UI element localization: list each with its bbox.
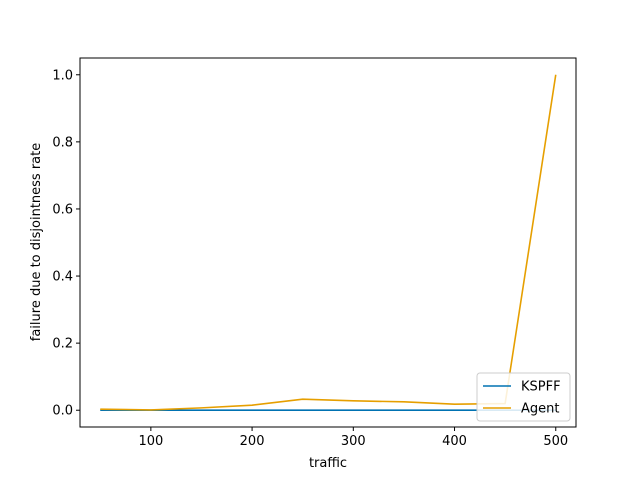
x-tick-label: 400 (442, 434, 467, 449)
y-tick-label: 1.0 (52, 68, 73, 83)
x-tick-label: 100 (138, 434, 163, 449)
legend: KSPFF Agent (476, 372, 571, 422)
y-axis: 0.0 0.2 0.4 0.6 0.8 1.0 (52, 68, 80, 419)
plot-frame (79, 57, 577, 428)
x-axis-label: traffic (309, 456, 347, 471)
y-tick-label: 0.6 (52, 202, 73, 217)
x-tick-label: 500 (543, 434, 568, 449)
series-line-agent (100, 74, 557, 411)
legend-label-kspff: KSPFF (521, 380, 561, 395)
y-axis-label: failure due to disjointness rate (29, 143, 44, 341)
x-tick-label: 200 (240, 434, 265, 449)
y-tick-label: 0.8 (52, 135, 73, 150)
legend-label-agent: Agent (521, 402, 559, 417)
y-tick-label: 0.0 (52, 404, 73, 419)
x-axis: 100 200 300 400 500 (138, 427, 568, 449)
legend-box (476, 372, 571, 422)
y-tick-label: 0.4 (52, 270, 73, 285)
series-lines (100, 74, 557, 412)
y-tick-label: 0.2 (52, 337, 73, 352)
x-tick-label: 300 (341, 434, 366, 449)
